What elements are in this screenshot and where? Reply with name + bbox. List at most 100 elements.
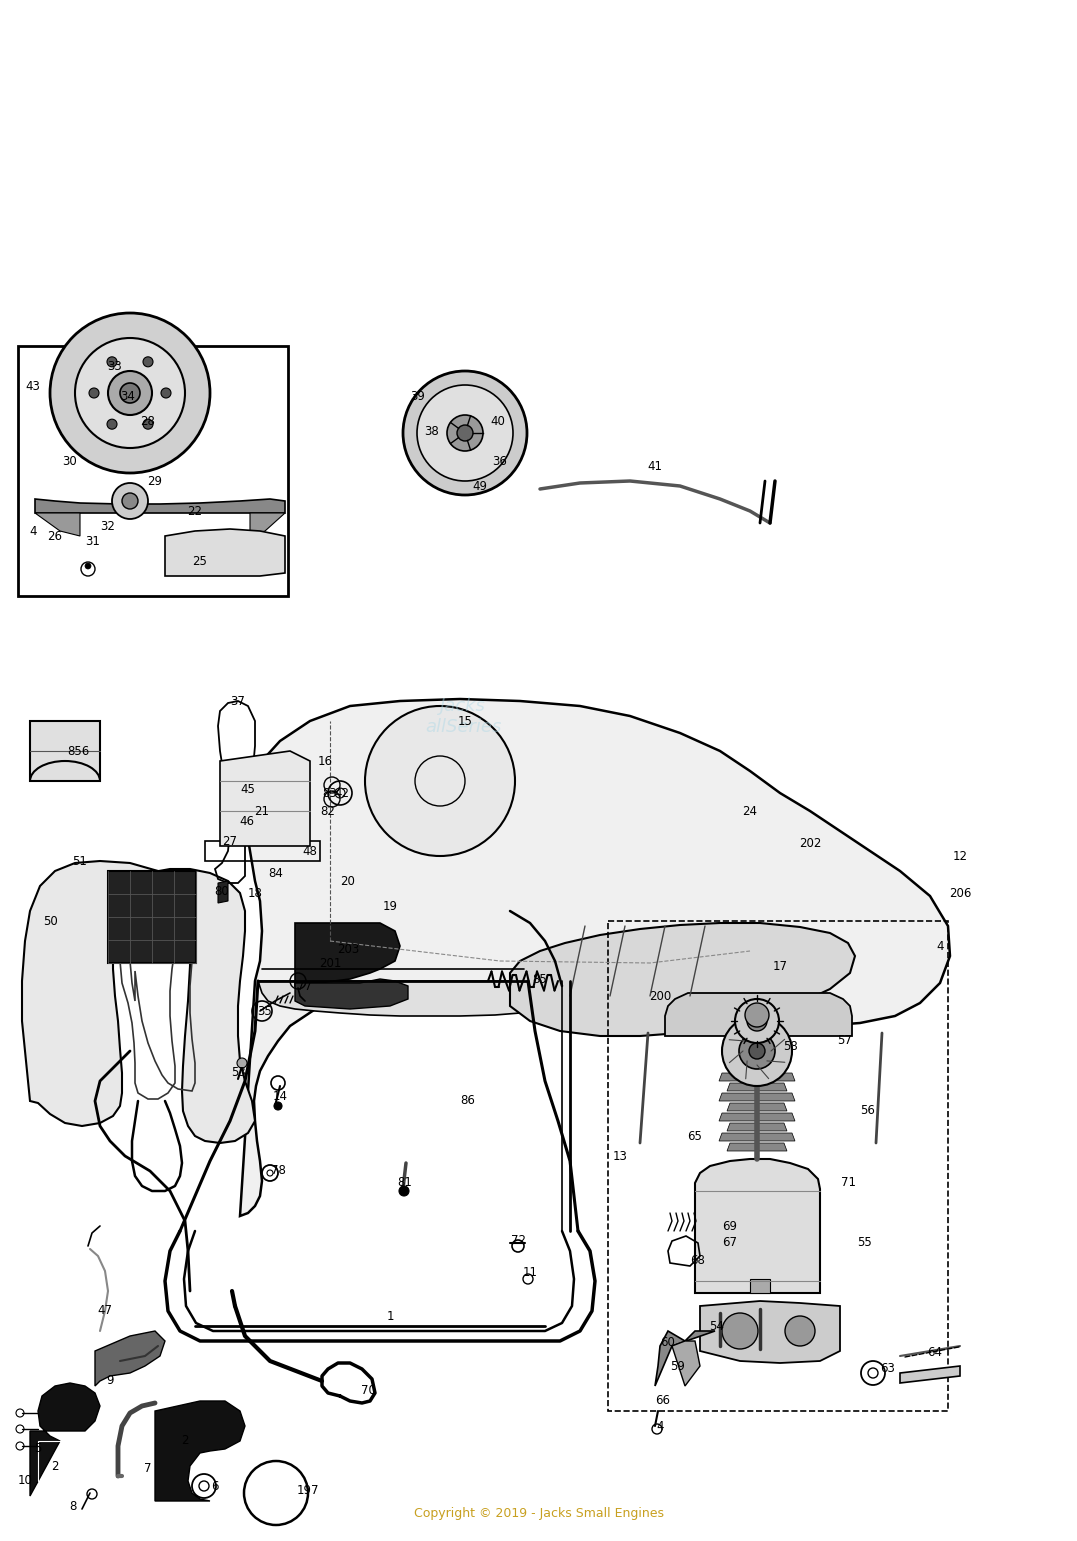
Text: 69: 69 bbox=[723, 1219, 738, 1233]
Text: 80: 80 bbox=[214, 885, 229, 897]
Text: 5: 5 bbox=[34, 1442, 42, 1456]
Text: 25: 25 bbox=[193, 555, 208, 567]
Circle shape bbox=[365, 706, 515, 855]
Polygon shape bbox=[727, 1083, 787, 1091]
Text: 83: 83 bbox=[323, 786, 337, 800]
Text: 42: 42 bbox=[335, 786, 350, 800]
Polygon shape bbox=[22, 861, 255, 1143]
Text: 201: 201 bbox=[319, 957, 341, 969]
Text: 72: 72 bbox=[510, 1234, 526, 1248]
Text: 38: 38 bbox=[424, 424, 439, 438]
Text: 48: 48 bbox=[303, 844, 318, 857]
Polygon shape bbox=[750, 1279, 770, 1293]
Polygon shape bbox=[727, 1123, 787, 1131]
Text: 65: 65 bbox=[687, 1130, 702, 1142]
Text: 856: 856 bbox=[67, 744, 89, 758]
Text: 46: 46 bbox=[239, 815, 254, 828]
Text: 50: 50 bbox=[43, 914, 57, 928]
Text: 206: 206 bbox=[949, 886, 971, 900]
Polygon shape bbox=[719, 1133, 795, 1140]
Text: 1: 1 bbox=[387, 1310, 394, 1322]
Text: 56: 56 bbox=[861, 1105, 876, 1117]
Polygon shape bbox=[240, 700, 950, 1216]
Text: 77: 77 bbox=[297, 980, 312, 992]
Polygon shape bbox=[34, 513, 80, 536]
Circle shape bbox=[739, 1032, 775, 1069]
Polygon shape bbox=[510, 923, 855, 1036]
Text: 30: 30 bbox=[62, 455, 78, 467]
Circle shape bbox=[398, 1187, 409, 1196]
Text: 68: 68 bbox=[690, 1254, 705, 1268]
Text: 41: 41 bbox=[647, 459, 662, 473]
Text: 27: 27 bbox=[223, 835, 238, 848]
Circle shape bbox=[749, 1043, 765, 1059]
Polygon shape bbox=[295, 979, 408, 1009]
Text: 55: 55 bbox=[857, 1236, 872, 1250]
Text: 197: 197 bbox=[297, 1484, 319, 1498]
Polygon shape bbox=[727, 1143, 787, 1151]
Circle shape bbox=[745, 1003, 769, 1026]
Text: 59: 59 bbox=[671, 1359, 685, 1373]
Text: 32: 32 bbox=[100, 519, 115, 533]
Text: 21: 21 bbox=[254, 804, 269, 817]
Text: 24: 24 bbox=[742, 804, 757, 817]
Text: 26: 26 bbox=[47, 530, 62, 542]
Polygon shape bbox=[250, 513, 285, 536]
Text: 64: 64 bbox=[927, 1347, 942, 1359]
Text: 33: 33 bbox=[108, 359, 123, 373]
Text: 35: 35 bbox=[257, 1005, 272, 1017]
Bar bbox=[609, 922, 948, 1412]
Text: 43: 43 bbox=[26, 379, 41, 393]
Text: 6: 6 bbox=[211, 1479, 219, 1493]
Polygon shape bbox=[900, 1365, 960, 1382]
Polygon shape bbox=[95, 1331, 165, 1385]
Polygon shape bbox=[30, 721, 100, 781]
Text: 12: 12 bbox=[952, 849, 967, 863]
Text: 84: 84 bbox=[268, 866, 283, 880]
Text: 17: 17 bbox=[772, 960, 787, 972]
Text: 36: 36 bbox=[492, 455, 507, 467]
Text: 14: 14 bbox=[272, 1089, 288, 1102]
Text: Jacks
allSeries: Jacks allSeries bbox=[425, 697, 501, 737]
Text: 10: 10 bbox=[17, 1475, 32, 1487]
Text: 86: 86 bbox=[461, 1094, 475, 1108]
Text: 202: 202 bbox=[799, 837, 821, 849]
Circle shape bbox=[120, 384, 140, 404]
Circle shape bbox=[75, 337, 185, 448]
Circle shape bbox=[122, 493, 138, 509]
Circle shape bbox=[89, 388, 99, 398]
Text: 20: 20 bbox=[340, 874, 355, 888]
Text: 4: 4 bbox=[936, 940, 943, 952]
Polygon shape bbox=[34, 499, 285, 513]
Text: 60: 60 bbox=[660, 1336, 675, 1350]
Text: 53: 53 bbox=[230, 1066, 246, 1080]
Text: 66: 66 bbox=[656, 1395, 671, 1407]
Text: 67: 67 bbox=[723, 1236, 738, 1250]
Circle shape bbox=[107, 419, 117, 430]
Circle shape bbox=[735, 999, 779, 1043]
Text: 54: 54 bbox=[710, 1319, 725, 1333]
Polygon shape bbox=[258, 982, 568, 1016]
Text: Copyright © 2019 - Jacks Small Engines: Copyright © 2019 - Jacks Small Engines bbox=[414, 1507, 663, 1519]
Circle shape bbox=[237, 1059, 247, 1068]
Text: 2: 2 bbox=[181, 1435, 188, 1447]
Circle shape bbox=[722, 1313, 758, 1348]
Text: 19: 19 bbox=[382, 900, 397, 912]
Circle shape bbox=[112, 482, 148, 519]
Text: 82: 82 bbox=[321, 804, 335, 817]
Text: 7: 7 bbox=[144, 1462, 152, 1475]
Circle shape bbox=[747, 1011, 767, 1031]
Circle shape bbox=[417, 385, 513, 481]
Text: 15: 15 bbox=[458, 715, 473, 727]
Text: 11: 11 bbox=[522, 1267, 537, 1279]
Text: 9: 9 bbox=[107, 1375, 114, 1387]
Polygon shape bbox=[30, 1382, 100, 1496]
Circle shape bbox=[143, 419, 153, 430]
Text: 16: 16 bbox=[318, 755, 333, 767]
Text: 203: 203 bbox=[337, 943, 359, 955]
Circle shape bbox=[160, 388, 171, 398]
Text: 28: 28 bbox=[141, 415, 155, 427]
Text: 47: 47 bbox=[98, 1305, 112, 1318]
Circle shape bbox=[722, 1016, 792, 1086]
Text: 29: 29 bbox=[148, 475, 163, 487]
